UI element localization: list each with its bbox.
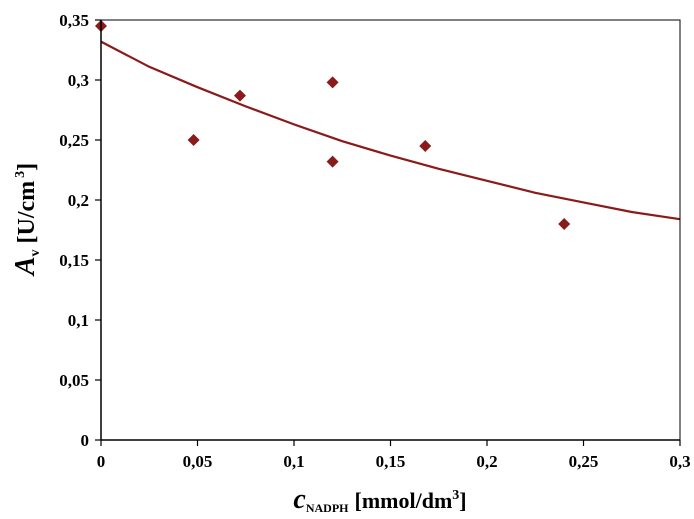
y-axis-unit-sup: 3 bbox=[13, 171, 28, 178]
y-axis-subscript: v bbox=[28, 249, 43, 256]
y-tick-label: 0,2 bbox=[68, 191, 89, 210]
x-tick-label: 0,3 bbox=[669, 452, 690, 471]
data-point bbox=[326, 155, 339, 168]
x-tick-label: 0 bbox=[97, 452, 106, 471]
x-tick-label: 0,1 bbox=[283, 452, 304, 471]
y-ticks: 0 0,05 0,1 0,15 0,2 0,25 0,3 0,35 bbox=[59, 11, 101, 450]
data-points bbox=[95, 20, 571, 230]
y-tick-label: 0,35 bbox=[59, 11, 89, 30]
y-axis-title: Av [U/cm 3] bbox=[10, 163, 43, 277]
x-tick-label: 0,2 bbox=[476, 452, 497, 471]
x-axis-unit-end: ] bbox=[459, 488, 466, 513]
x-tick-label: 0,15 bbox=[376, 452, 406, 471]
y-tick-label: 0 bbox=[81, 431, 90, 450]
x-tick-label: 0,25 bbox=[569, 452, 599, 471]
data-point bbox=[233, 89, 246, 102]
x-axis-symbol: c bbox=[293, 484, 306, 515]
x-axis-unit-sup: 3 bbox=[452, 488, 459, 503]
x-axis-subscript: NADPH bbox=[306, 501, 349, 515]
x-axis-unit: [mmol/dm bbox=[355, 488, 453, 513]
y-tick-label: 0,15 bbox=[59, 251, 89, 270]
trend-line bbox=[100, 40, 681, 221]
y-axis-unit-end: ] bbox=[14, 163, 40, 171]
y-axis-symbol: A bbox=[10, 256, 41, 277]
x-tick-label: 0,05 bbox=[183, 452, 213, 471]
y-axis-unit: [U/cm bbox=[14, 181, 40, 244]
data-point bbox=[326, 76, 339, 89]
data-point bbox=[558, 218, 571, 230]
x-axis-title: cNADPH [mmol/dm3] bbox=[293, 484, 466, 515]
data-point bbox=[419, 140, 432, 152]
data-point bbox=[187, 134, 200, 146]
y-tick-label: 0,3 bbox=[68, 71, 89, 90]
x-ticks: 0 0,05 0,1 0,15 0,2 0,25 0,3 bbox=[97, 440, 691, 471]
plot-area bbox=[95, 20, 681, 230]
y-tick-label: 0,05 bbox=[59, 371, 89, 390]
y-tick-label: 0,25 bbox=[59, 131, 89, 150]
y-tick-label: 0,1 bbox=[68, 311, 89, 330]
